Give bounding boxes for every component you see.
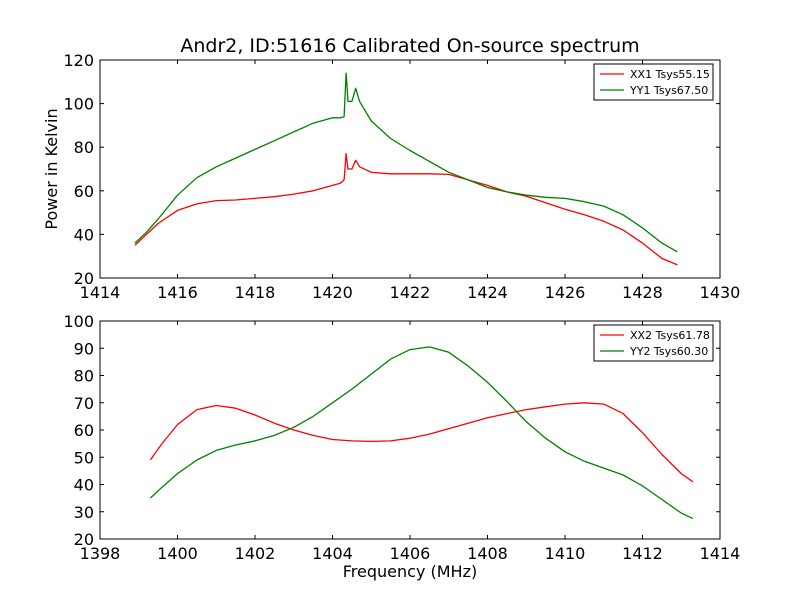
y-tick-label: 40	[74, 225, 94, 244]
series-line-yy1	[134, 72, 678, 253]
x-tick-label: 1428	[622, 283, 663, 302]
x-tick-label: 1408	[467, 544, 508, 563]
y-tick-label: 70	[74, 394, 94, 413]
x-tick-label: 1414	[80, 283, 121, 302]
y-tick-label: 40	[74, 476, 94, 495]
series-line-xx1	[134, 153, 678, 266]
x-tick-label: 1410	[545, 544, 586, 563]
x-tick-label: 1426	[545, 283, 586, 302]
legend-label: XX1 Tsys55.15	[630, 68, 710, 81]
x-axis-title: Frequency (MHz)	[343, 562, 477, 581]
series-line-yy2	[149, 346, 694, 520]
x-tick-label: 1406	[390, 544, 431, 563]
y-tick-label: 120	[63, 51, 94, 70]
y-tick-label: 20	[74, 269, 94, 288]
x-tick-label: 1404	[312, 544, 353, 563]
y-tick-label: 50	[74, 448, 94, 467]
x-tick-label: 1400	[157, 544, 198, 563]
legend-label: YY1 Tsys67.50	[629, 84, 708, 97]
x-tick-label: 1414	[700, 544, 741, 563]
x-tick-label: 1422	[390, 283, 431, 302]
x-tick-label: 1412	[622, 544, 663, 563]
y-tick-label: 80	[74, 367, 94, 386]
x-tick-label: 1416	[157, 283, 198, 302]
lower-spectrum-panel: 1398 1400 1402 1404 1406 1408 1410 1412 1414 20 30…	[63, 312, 740, 581]
y-tick-label: 60	[74, 421, 94, 440]
y-tick-label: 60	[74, 182, 94, 201]
legend-label: XX2 Tsys61.78	[630, 329, 710, 342]
y-tick-label: 100	[63, 312, 94, 331]
legend: XX1 Tsys55.15 YY1 Tsys67.50	[593, 63, 714, 101]
figure-title: Andr2, ID:51616 Calibrated On-source spe…	[180, 35, 639, 57]
x-tick-label: 1402	[235, 544, 276, 563]
legend-box	[593, 324, 714, 362]
x-tick-label: 1424	[467, 283, 508, 302]
legend: XX2 Tsys61.78 YY2 Tsys60.30	[593, 324, 714, 362]
x-tick-label: 1398	[80, 544, 121, 563]
x-tick-label: 1420	[312, 283, 353, 302]
x-tick-label: 1430	[700, 283, 741, 302]
legend-label: YY2 Tsys60.30	[629, 345, 708, 358]
y-tick-label: 100	[63, 95, 94, 114]
legend-box	[593, 63, 714, 101]
x-tick-label: 1418	[235, 283, 276, 302]
y-tick-label: 80	[74, 138, 94, 157]
series-line-xx2	[149, 402, 694, 483]
y-tick-label: 20	[74, 530, 94, 549]
y-axis-title: Power in Kelvin	[42, 108, 61, 229]
upper-spectrum-panel: 1414 1416 1418 1420 1422 1424 1426 1428 1430 20 40…	[42, 51, 740, 302]
y-tick-label: 90	[74, 339, 94, 358]
y-tick-label: 30	[74, 503, 94, 522]
